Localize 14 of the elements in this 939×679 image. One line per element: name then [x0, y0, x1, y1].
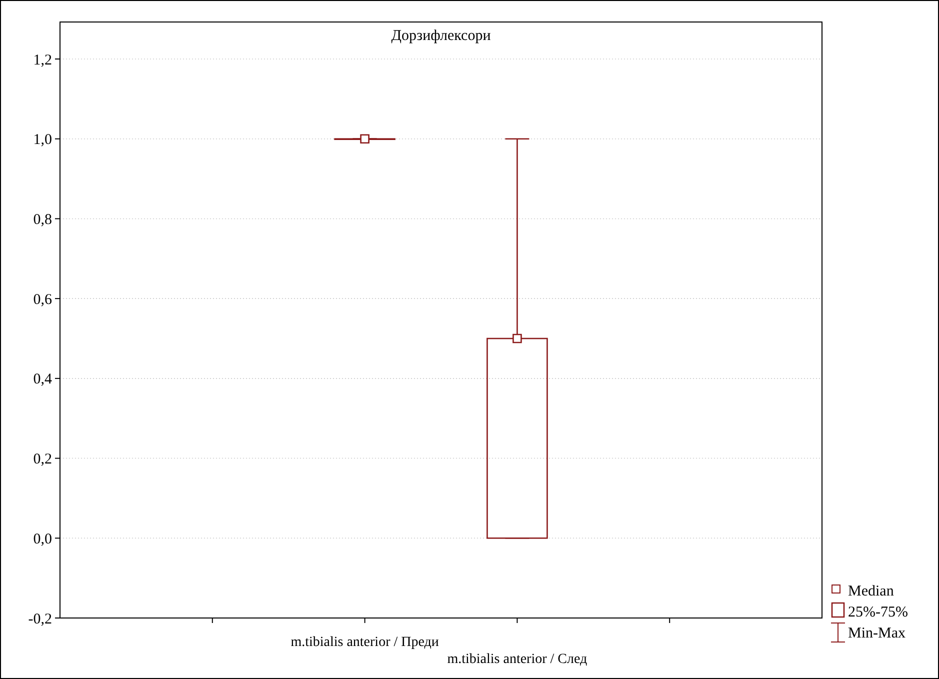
y-tick-label: 0,8 [33, 212, 52, 228]
y-tick-label: 0,4 [33, 372, 52, 388]
y-tick-label: 1,2 [33, 52, 52, 68]
y-tick-label: 1,0 [33, 132, 52, 148]
text: Min-Max [848, 625, 906, 642]
y-tick-label: 0,0 [33, 531, 52, 548]
x-tick-label: m.tibialis anterior / След [447, 652, 588, 667]
y-tick-label: 0,2 [33, 452, 52, 468]
y-tick-label: 0,6 [33, 292, 52, 308]
x-tick-label: m.tibialis anterior / Преди [290, 635, 440, 650]
chart-title: Дорзифлексори [391, 28, 491, 44]
text: Median [848, 583, 894, 600]
text: 25%-75% [848, 604, 908, 620]
y-tick-label: -0,2 [28, 611, 52, 628]
